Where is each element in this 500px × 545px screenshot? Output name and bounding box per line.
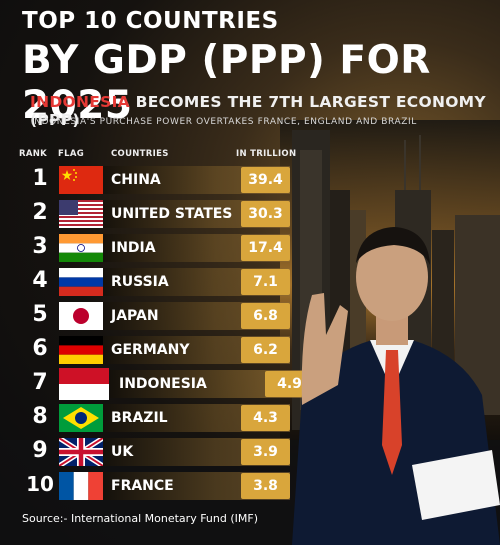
subtitle-rest: BECOMES THE 7TH LARGEST ECONOMY (PPP) (30, 93, 486, 129)
subtitle-highlight: INDONESIA (30, 93, 130, 111)
gdp-value: 7.1 (241, 269, 290, 295)
country-name: CHINA (111, 172, 161, 188)
table-row: 5 JAPAN 6.8 (0, 300, 330, 330)
table-row: 9 UK 3.9 (0, 436, 330, 466)
country-name: UNITED STATES (111, 206, 233, 222)
table-row: 2 UNITED STATES 30.3 (0, 198, 330, 228)
brazil-flag-icon (59, 404, 103, 432)
japan-flag-icon (59, 302, 103, 330)
table-row: 10 FRANCE 3.8 (0, 470, 330, 500)
rank-label: 9 (32, 438, 48, 463)
germany-flag-icon (59, 336, 103, 364)
subtitle: INDONESIA BECOMES THE 7TH LARGEST ECONOM… (30, 93, 500, 129)
country-name: BRAZIL (111, 410, 168, 426)
rank-label: 6 (32, 336, 48, 361)
table-row: 7 INDONESIA 4.9 (0, 368, 330, 400)
indonesia-flag-icon (59, 368, 109, 400)
title-line-1: TOP 10 COUNTRIES (22, 8, 279, 34)
gdp-value: 6.8 (241, 303, 290, 329)
rank-label: 3 (32, 234, 48, 259)
country-name: UK (111, 444, 134, 460)
title-line-2: BY GDP (PPP) FOR 2025 (22, 38, 431, 128)
gdp-value: 4.3 (241, 405, 290, 431)
country-name: RUSSIA (111, 274, 169, 290)
header-rank: RANK (19, 149, 48, 159)
gdp-value: 17.4 (241, 235, 290, 261)
country-name: INDONESIA (119, 376, 207, 392)
header-unit: IN TRILLION (236, 149, 297, 159)
header-flag: FLAG (58, 149, 84, 159)
rank-label: 8 (32, 404, 48, 429)
table-row: 3 INDIA 17.4 (0, 232, 330, 262)
rank-label: 1 (32, 166, 48, 191)
rank-label: 4 (32, 268, 48, 293)
country-name: FRANCE (111, 478, 174, 494)
gdp-value: 3.8 (241, 473, 290, 499)
gdp-value: 6.2 (241, 337, 290, 363)
rank-label: 10 (26, 472, 54, 496)
france-flag-icon (59, 472, 103, 500)
india-flag-icon (59, 234, 103, 262)
uk-flag-icon (59, 438, 103, 466)
table-row: 4 RUSSIA 7.1 (0, 266, 330, 296)
header-countries: COUNTRIES (111, 149, 169, 159)
china-flag-icon (59, 166, 103, 194)
rank-label: 5 (32, 302, 48, 327)
gdp-value: 39.4 (241, 167, 290, 193)
russia-flag-icon (59, 268, 103, 296)
country-name: JAPAN (111, 308, 159, 324)
gdp-value: 3.9 (241, 439, 290, 465)
rank-label: 2 (32, 200, 48, 225)
rank-label: 7 (32, 370, 48, 395)
country-name: INDIA (111, 240, 156, 256)
person-photo (292, 227, 500, 545)
gdp-value: 30.3 (241, 201, 290, 227)
subsubtitle: INDONESIA'S PURCHASE POWER OVERTAKES FRA… (31, 117, 417, 127)
usa-flag-icon (59, 200, 103, 228)
country-name: GERMANY (111, 342, 190, 358)
source-note: Source:- International Monetary Fund (IM… (22, 512, 258, 525)
table-row: 8 BRAZIL 4.3 (0, 402, 330, 432)
table-row: 1 CHINA 39.4 (0, 164, 330, 194)
table-row: 6 GERMANY 6.2 (0, 334, 330, 364)
